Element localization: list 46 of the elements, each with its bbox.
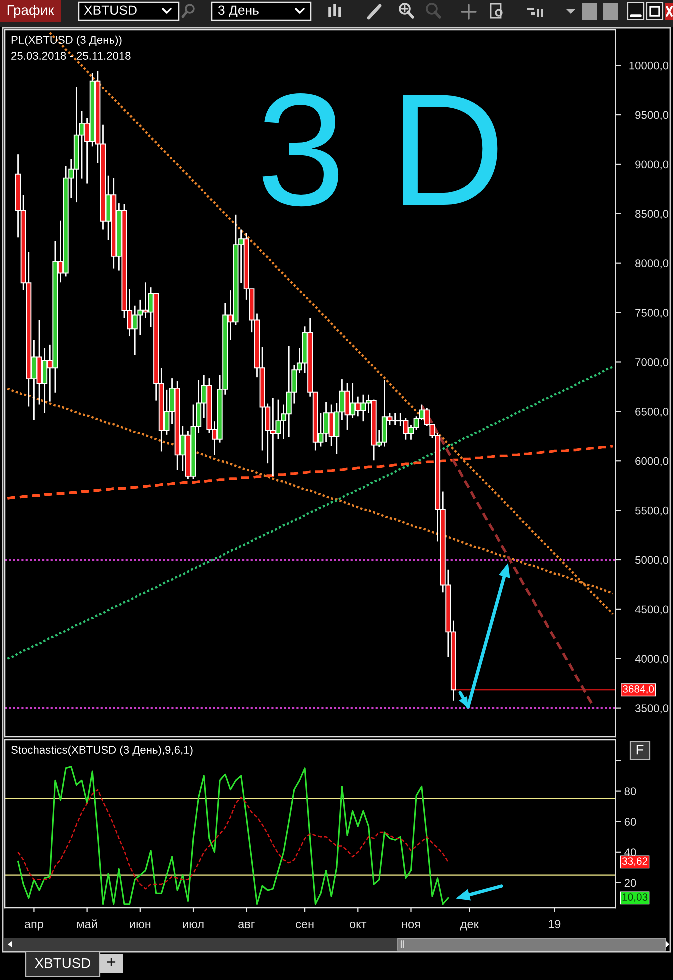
text: 10,03 <box>622 894 648 902</box>
x-tick-label: ноя <box>402 922 420 928</box>
x-tick-label: 19 <box>548 920 561 928</box>
text: 25.03.2018 - 25.11.2018 <box>12 52 131 60</box>
text: 3 День <box>218 6 259 18</box>
line-series <box>420 404 594 705</box>
x-tick-label: апр <box>24 922 44 931</box>
text: + <box>107 958 116 966</box>
line-series <box>18 766 450 906</box>
y-tick-label: 8000,0 <box>636 260 669 269</box>
line-series <box>6 366 614 660</box>
y-tick-label: 8500,0 <box>636 210 669 220</box>
text: F <box>636 745 644 755</box>
ref-line-label: 3684,0 <box>623 686 654 694</box>
line-series <box>18 789 450 890</box>
y-tick-label: 6500,0 <box>636 408 669 418</box>
y-tick-label: 9500,0 <box>636 111 669 120</box>
x-tick-label: июл <box>183 922 204 928</box>
annotation: 3 D <box>262 93 498 207</box>
text: 33,62 <box>622 858 648 866</box>
chart-title: Stochastics(XBTUSD (3 День),9,6,1) <box>12 746 193 756</box>
x-tick-label: май <box>77 920 98 928</box>
text: XBTUSD <box>35 958 91 968</box>
y-tick-label: 5500,0 <box>635 506 669 516</box>
x-tick-label: авг <box>238 922 255 928</box>
x-tick-label: июн <box>130 922 151 928</box>
y-tick-label: 5000,0 <box>635 556 669 566</box>
x-tick-label: окт <box>350 922 367 928</box>
y-tick-label: 6000,0 <box>636 457 669 467</box>
y-tick-label: 7500,0 <box>636 309 669 318</box>
y-tick-label: 80 <box>624 788 636 796</box>
y-tick-label: 40 <box>624 848 636 857</box>
y-tick-label: 60 <box>624 818 636 826</box>
y-tick-label: 7000,0 <box>636 358 669 368</box>
y-tick-label: 20 <box>624 879 636 888</box>
y-tick-label: 3500,0 <box>635 704 669 714</box>
x-tick-label: сен <box>296 922 314 928</box>
y-tick-label: 9000,0 <box>636 160 669 170</box>
chart-title: PL(XBTUSD (3 День)) <box>12 36 122 46</box>
x-tick-label: дек <box>460 922 480 931</box>
line-series <box>6 444 614 500</box>
y-tick-label: 4500,0 <box>635 606 669 615</box>
y-tick-label: 4000,0 <box>635 655 669 664</box>
text: График <box>8 5 54 18</box>
text: XBTUSD <box>84 6 137 16</box>
y-tick-label: 10000,0 <box>630 62 669 72</box>
